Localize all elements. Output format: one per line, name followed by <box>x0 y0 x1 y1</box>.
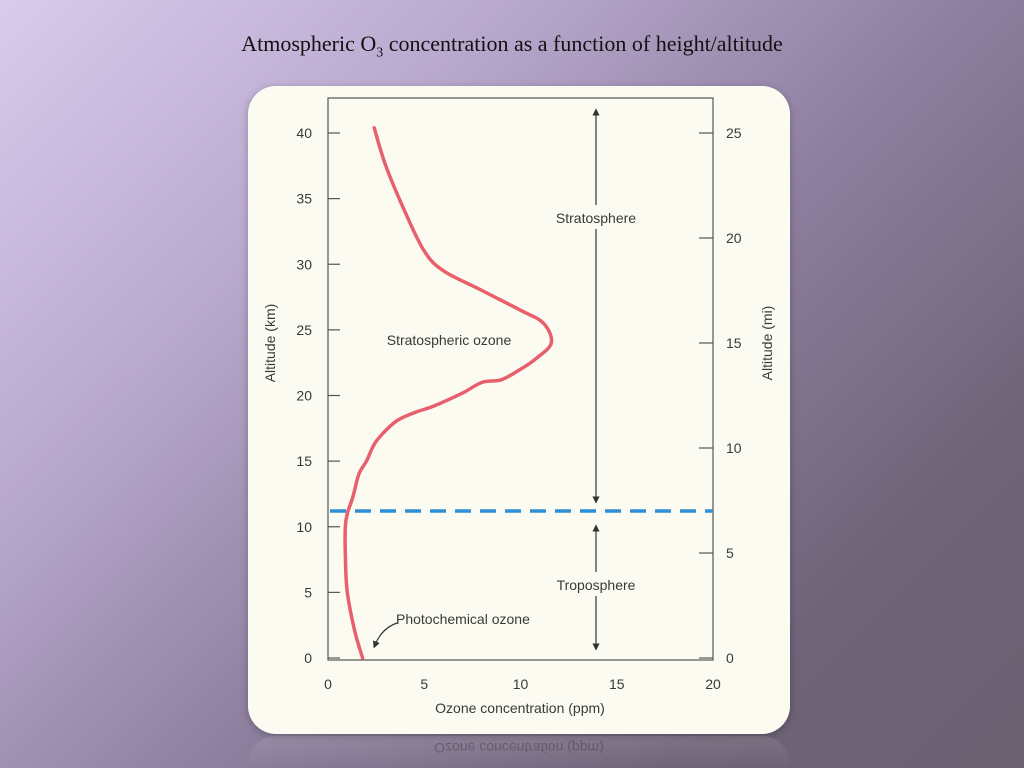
y2-axis-title: Altitude (mi) <box>759 306 775 381</box>
y-tick-label: 5 <box>304 584 312 600</box>
stratosphere-label: Stratosphere <box>556 210 636 226</box>
slide-title: Atmospheric O3 concentration as a functi… <box>0 31 1024 61</box>
x-tick-label: 10 <box>513 676 529 692</box>
photochemical-ozone-label: Photochemical ozone <box>396 611 530 627</box>
y2-tick-label: 25 <box>726 125 742 141</box>
y-tick-label: 20 <box>296 388 312 404</box>
chart-card <box>248 86 790 734</box>
y-tick-label: 15 <box>296 453 312 469</box>
reflection-text: Ozone concentration (ppm) <box>434 740 604 756</box>
ozone-profile-line <box>343 126 554 660</box>
y-tick-label: 10 <box>296 519 312 535</box>
y-tick-label: 0 <box>304 650 312 666</box>
y2-tick-label: 15 <box>726 335 742 351</box>
y2-tick-label: 10 <box>726 440 742 456</box>
card-reflection: Ozone concentration (ppm) <box>248 736 790 768</box>
y-tick-label: 35 <box>296 191 312 207</box>
x-axis-title: Ozone concentration (ppm) <box>435 700 605 716</box>
stratospheric-ozone-label: Stratospheric ozone <box>387 332 512 348</box>
axis-ticks: 0 5 10 15 20 25 30 35 40 0 5 10 15 20 25 0 5 10 15 20 <box>296 125 741 692</box>
y-axis-title: Altitude (km) <box>262 304 278 383</box>
y2-tick-label: 5 <box>726 545 734 561</box>
x-tick-label: 0 <box>324 676 332 692</box>
troposphere-label-bg <box>540 572 652 596</box>
y2-tick-label: 20 <box>726 230 742 246</box>
title-prefix: Atmospheric O <box>241 31 377 56</box>
y2-tick-label: 0 <box>726 650 734 666</box>
title-subscript: 3 <box>376 45 384 61</box>
y-tick-label: 25 <box>296 322 312 338</box>
x-tick-label: 15 <box>609 676 625 692</box>
x-tick-label: 20 <box>705 676 721 692</box>
y-tick-label: 30 <box>296 256 312 272</box>
photochemical-ozone-pointer <box>373 622 398 649</box>
troposphere-label: Troposphere <box>557 577 636 593</box>
plot-frame <box>327 97 714 661</box>
x-tick-label: 5 <box>420 676 428 692</box>
title-suffix: concentration as a function of height/al… <box>383 31 783 56</box>
stratosphere-label-bg <box>540 205 652 229</box>
y-tick-label: 40 <box>296 125 312 141</box>
